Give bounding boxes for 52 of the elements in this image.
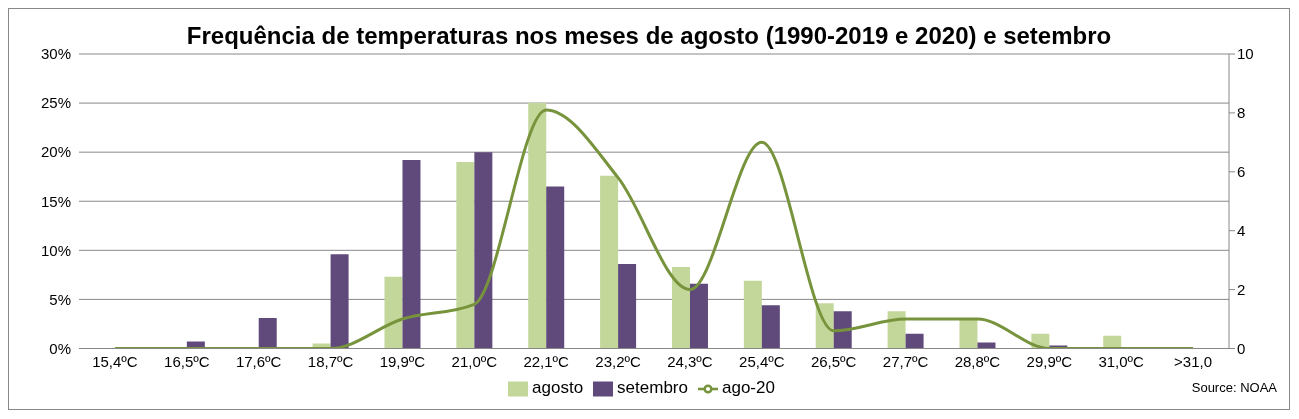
- y2-tick-label: 0: [1237, 339, 1246, 357]
- line-series: [113, 108, 1195, 349]
- x-tick-label: 27,7ºC: [882, 353, 929, 371]
- legend-label: ago-20: [721, 378, 775, 398]
- source-note: Source: NOAA: [1191, 380, 1277, 395]
- bar: [743, 280, 762, 349]
- x-tick-label: 15,4ºC: [92, 353, 138, 371]
- y-tick-label: 5%: [49, 290, 71, 308]
- bar: [456, 161, 475, 349]
- x-tick-label: 26,5ºC: [810, 353, 857, 371]
- bar: [546, 186, 565, 349]
- x-tick-label: >31,0: [1174, 353, 1213, 371]
- x-tick-label: 24,3ºC: [667, 353, 713, 371]
- bar: [689, 283, 708, 349]
- bar: [905, 333, 924, 349]
- x-tick-label: 19,9ºC: [379, 353, 426, 371]
- y2-tick-label: 10: [1237, 45, 1254, 63]
- bar: [474, 152, 493, 349]
- bar: [258, 318, 277, 349]
- y-tick-label: 0%: [49, 339, 71, 357]
- chart-title: Frequência de temperaturas nos meses de agosto (1990-2019 e 2020) e setembro: [185, 21, 1113, 51]
- y-tick-label: 30%: [40, 45, 71, 63]
- y-tick-label: 10%: [40, 241, 71, 259]
- x-tick-label: 21,0ºC: [451, 353, 498, 371]
- bar: [671, 267, 690, 349]
- legend-label: setembro: [617, 378, 688, 398]
- y-tick-label: 20%: [40, 143, 71, 161]
- x-tick-label: 22,1ºC: [523, 353, 570, 371]
- legend-label: agosto: [532, 378, 584, 398]
- y-tick-label: 15%: [40, 192, 71, 210]
- bar: [330, 254, 349, 349]
- x-tick-label: 28,8ºC: [954, 353, 1001, 371]
- x-tick-label: 31,0ºC: [1098, 353, 1145, 371]
- y-tick-label: 25%: [40, 94, 71, 112]
- y2-tick-label: 2: [1237, 280, 1246, 298]
- bar: [600, 175, 619, 349]
- x-tick-label: 18,7ºC: [307, 353, 354, 371]
- x-tick-label: 23,2ºC: [595, 353, 641, 371]
- bar: [528, 103, 547, 349]
- x-tick-label: 17,6ºC: [235, 353, 282, 371]
- bar: [833, 311, 852, 349]
- bar: [618, 264, 637, 349]
- y2-tick-label: 6: [1237, 163, 1246, 181]
- bar: [887, 311, 906, 349]
- y2-tick-label: 8: [1237, 104, 1246, 122]
- x-tick-label: 16,5ºC: [164, 353, 210, 371]
- bar: [402, 160, 421, 349]
- bar: [384, 276, 403, 349]
- x-tick-label: 29,9ºC: [1026, 353, 1073, 371]
- bar: [761, 305, 780, 349]
- y2-tick-label: 4: [1237, 222, 1246, 240]
- x-tick-label: 25,4ºC: [739, 353, 785, 371]
